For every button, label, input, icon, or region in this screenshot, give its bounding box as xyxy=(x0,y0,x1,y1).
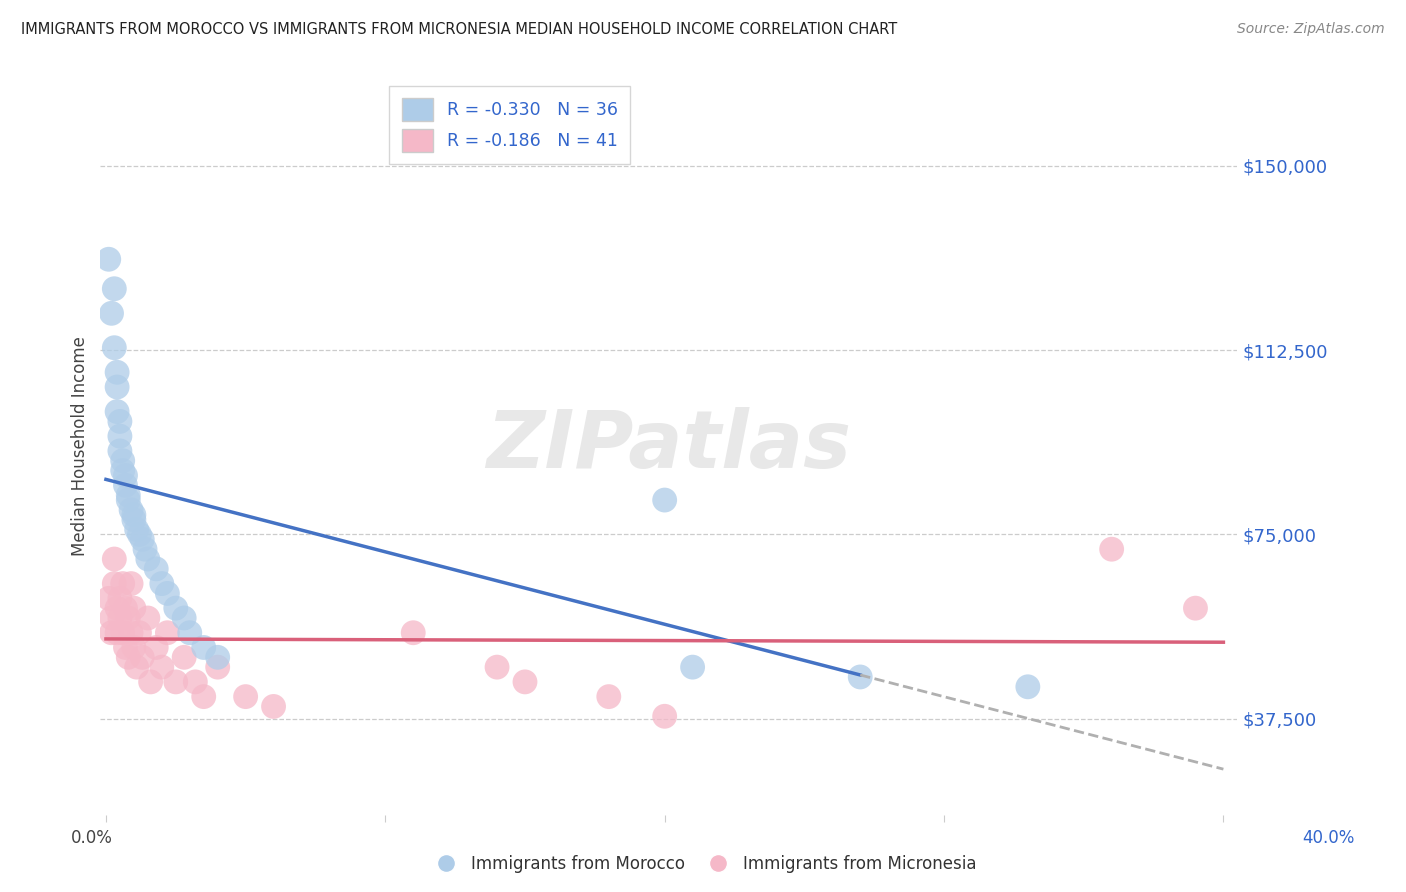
Point xyxy=(654,709,676,723)
Point xyxy=(120,503,142,517)
Point xyxy=(136,552,159,566)
Point xyxy=(128,527,150,541)
Point xyxy=(114,640,136,655)
Point xyxy=(122,513,145,527)
Point xyxy=(117,650,139,665)
Point xyxy=(97,252,120,267)
Point xyxy=(97,591,120,606)
Point xyxy=(100,306,122,320)
Point xyxy=(114,478,136,492)
Point xyxy=(105,625,128,640)
Point xyxy=(150,576,173,591)
Point xyxy=(682,660,704,674)
Point xyxy=(122,601,145,615)
Point xyxy=(100,625,122,640)
Point xyxy=(654,493,676,508)
Point xyxy=(120,625,142,640)
Legend: Immigrants from Morocco, Immigrants from Micronesia: Immigrants from Morocco, Immigrants from… xyxy=(423,848,983,880)
Point xyxy=(131,533,153,547)
Point xyxy=(486,660,509,674)
Point xyxy=(111,625,134,640)
Point xyxy=(513,674,536,689)
Text: 40.0%: 40.0% xyxy=(1302,829,1355,847)
Point xyxy=(117,488,139,502)
Text: ZIPatlas: ZIPatlas xyxy=(486,407,852,485)
Point xyxy=(103,552,125,566)
Point xyxy=(150,660,173,674)
Point xyxy=(193,690,215,704)
Point xyxy=(402,625,425,640)
Point xyxy=(136,611,159,625)
Point xyxy=(207,660,229,674)
Point xyxy=(134,542,156,557)
Point xyxy=(105,404,128,418)
Point xyxy=(598,690,620,704)
Point xyxy=(108,611,131,625)
Point xyxy=(165,601,187,615)
Point xyxy=(156,625,179,640)
Point xyxy=(1184,601,1206,615)
Point xyxy=(100,611,122,625)
Point xyxy=(849,670,872,684)
Point xyxy=(111,454,134,468)
Point xyxy=(128,625,150,640)
Point xyxy=(114,601,136,615)
Point xyxy=(184,674,207,689)
Point xyxy=(111,576,134,591)
Point xyxy=(193,640,215,655)
Text: IMMIGRANTS FROM MOROCCO VS IMMIGRANTS FROM MICRONESIA MEDIAN HOUSEHOLD INCOME CO: IMMIGRANTS FROM MOROCCO VS IMMIGRANTS FR… xyxy=(21,22,897,37)
Point xyxy=(145,562,167,576)
Point xyxy=(145,640,167,655)
Point xyxy=(156,586,179,600)
Point xyxy=(105,365,128,379)
Point xyxy=(173,611,195,625)
Point xyxy=(114,468,136,483)
Point xyxy=(117,611,139,625)
Point xyxy=(173,650,195,665)
Point xyxy=(139,674,162,689)
Point xyxy=(165,674,187,689)
Point xyxy=(108,444,131,458)
Point xyxy=(103,282,125,296)
Point xyxy=(108,429,131,443)
Point xyxy=(122,508,145,522)
Legend: R = -0.330   N = 36, R = -0.186   N = 41: R = -0.330 N = 36, R = -0.186 N = 41 xyxy=(389,87,630,164)
Y-axis label: Median Household Income: Median Household Income xyxy=(72,336,89,556)
Point xyxy=(207,650,229,665)
Point xyxy=(1101,542,1123,557)
Point xyxy=(131,650,153,665)
Text: Source: ZipAtlas.com: Source: ZipAtlas.com xyxy=(1237,22,1385,37)
Point xyxy=(179,625,201,640)
Point xyxy=(103,576,125,591)
Point xyxy=(108,591,131,606)
Point xyxy=(125,660,148,674)
Point xyxy=(105,601,128,615)
Point xyxy=(108,414,131,428)
Point xyxy=(103,341,125,355)
Point xyxy=(122,640,145,655)
Point xyxy=(1017,680,1039,694)
Point xyxy=(263,699,285,714)
Point xyxy=(235,690,257,704)
Point xyxy=(117,493,139,508)
Point xyxy=(120,576,142,591)
Point xyxy=(111,464,134,478)
Point xyxy=(125,523,148,537)
Text: 0.0%: 0.0% xyxy=(70,829,112,847)
Point xyxy=(105,380,128,394)
